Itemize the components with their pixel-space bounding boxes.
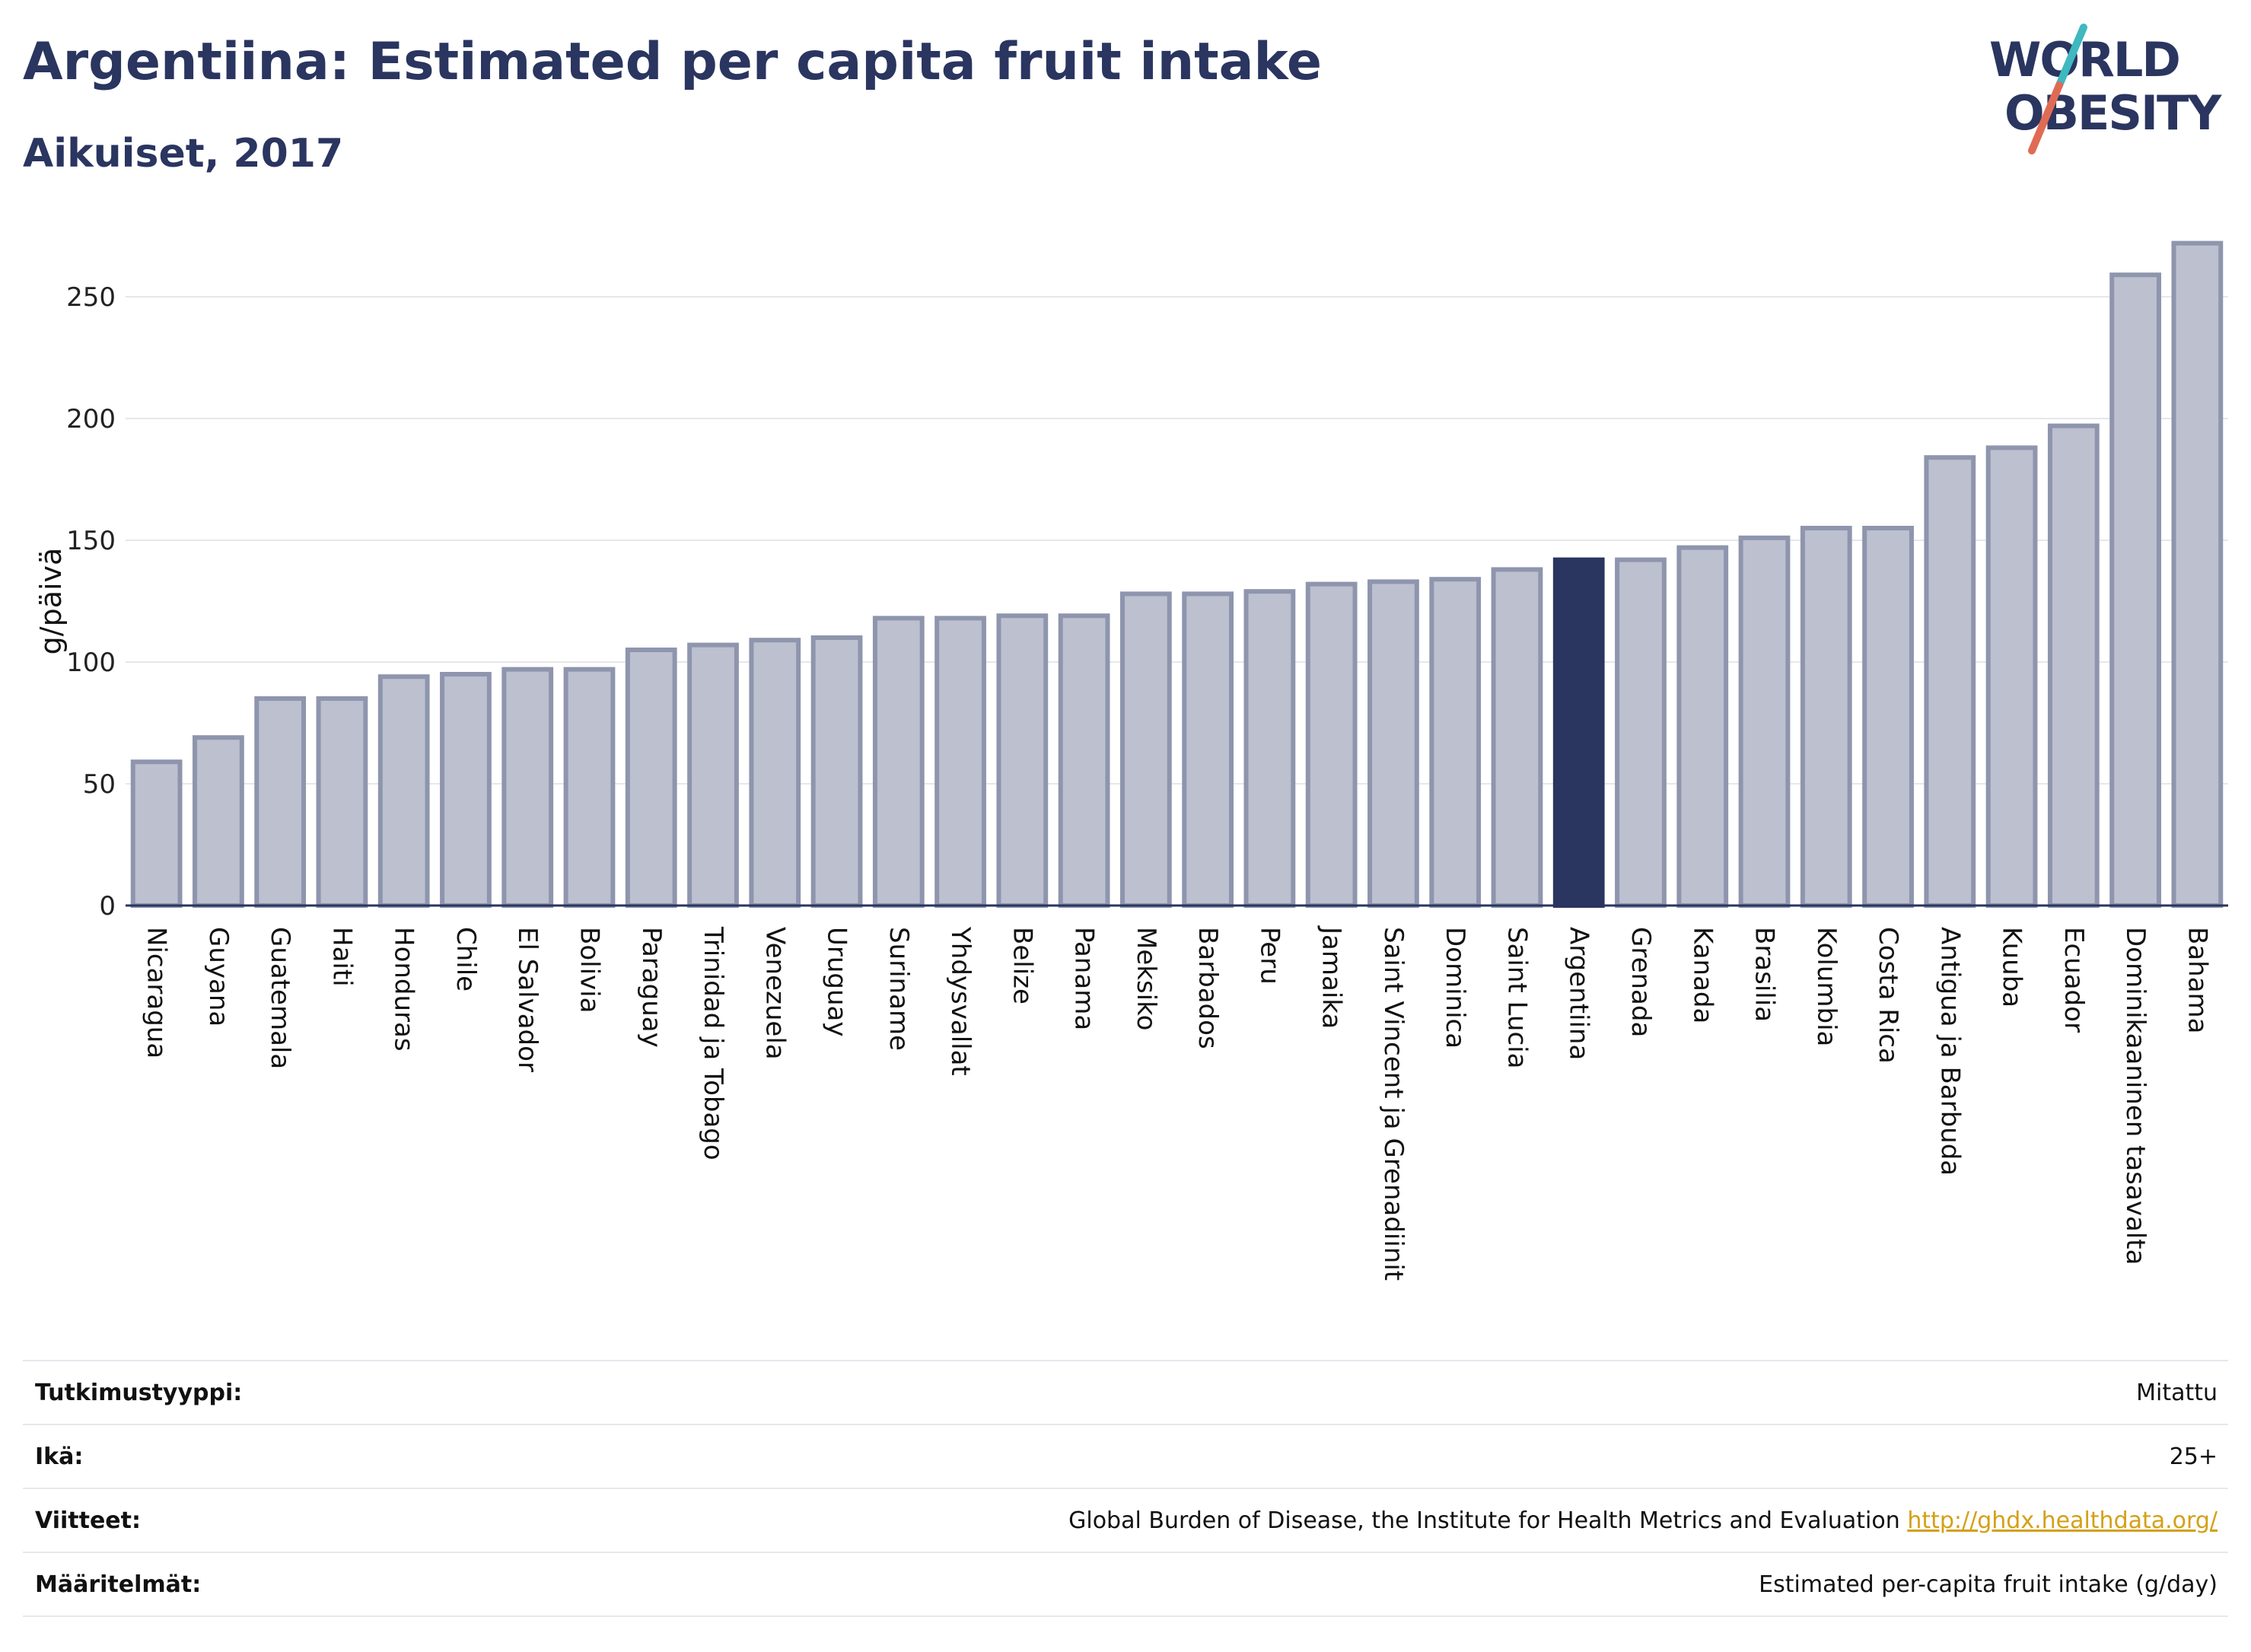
x-tick-label: Saint Vincent ja Grenadiinit	[1378, 927, 1409, 1281]
x-tick-label: Argentiina	[1564, 927, 1594, 1060]
bar	[440, 672, 492, 908]
y-tick-label: 150	[66, 526, 116, 556]
bar	[1305, 581, 1358, 908]
x-tick-label: Guyana	[203, 927, 234, 1027]
x-tick-label: Kanada	[1687, 927, 1718, 1023]
y-tick-label: 0	[99, 891, 116, 921]
logo-slash-teal	[2055, 24, 2087, 89]
bar	[1985, 445, 2038, 908]
x-tick-label: Paraguay	[636, 927, 667, 1048]
x-tick-label: Brasilia	[1750, 927, 1780, 1022]
x-tick-label: Nicaragua	[142, 927, 172, 1058]
x-tick-label: Dominica	[1440, 927, 1470, 1049]
bar	[1058, 613, 1110, 908]
info-label: Määritelmät:	[35, 1571, 202, 1598]
y-tick-label: 100	[66, 648, 116, 678]
x-tick-label: Meksiko	[1131, 927, 1161, 1030]
x-tick-label: Guatemala	[265, 927, 295, 1069]
bar	[1367, 579, 1419, 909]
info-row-references: Viitteet: Global Burden of Disease, the …	[23, 1488, 2228, 1552]
info-row-definitions: Määritelmät: Estimated per-capita fruit …	[23, 1552, 2228, 1617]
bar	[687, 642, 739, 908]
info-table: Tutkimustyyppi: Mitattu Ikä: 25+ Viittee…	[23, 1360, 2228, 1617]
y-axis-label: g/päivä	[34, 548, 68, 655]
x-tick-label: Yhdysvallat	[945, 926, 976, 1076]
x-tick-label: El Salvador	[512, 927, 543, 1072]
reference-text: Global Burden of Disease, the Institute …	[1068, 1507, 1900, 1534]
y-tick-label: 50	[83, 769, 116, 800]
bar	[1800, 526, 1852, 908]
bar	[377, 674, 430, 908]
bar-chart: 0 50 100 150 200 250 g/päivä Nicaragua Guyana Gua…	[34, 240, 2228, 1281]
page-title: Argentiina: Estimated per capita fruit i…	[23, 32, 1323, 92]
bar	[1243, 589, 1296, 908]
bar	[934, 616, 986, 909]
x-tick-label: Panama	[1069, 927, 1100, 1030]
bar	[2109, 272, 2161, 908]
x-tick-label: Barbados	[1192, 927, 1223, 1049]
info-label: Viitteet:	[35, 1507, 141, 1534]
x-tick-label: Kuuba	[1997, 927, 2027, 1007]
x-tick-label: Jamaika	[1317, 925, 1347, 1029]
page-subtitle: Aikuiset, 2017	[23, 131, 344, 177]
x-tick-label: Haiti	[326, 927, 357, 987]
bar	[193, 735, 244, 909]
x-tick-label: Grenada	[1625, 927, 1656, 1037]
bar	[1676, 545, 1729, 908]
x-tick-label: Belize	[1007, 927, 1037, 1004]
bar	[316, 696, 368, 908]
bar	[1182, 591, 1234, 909]
x-tick-label: Peru	[1254, 927, 1285, 985]
info-value: Global Burden of Disease, the Institute …	[1068, 1507, 2228, 1534]
y-tick-label: 200	[66, 404, 116, 434]
y-tick-label: 250	[66, 282, 116, 313]
x-tick-label: Trinidad ja Tobago	[698, 926, 728, 1160]
x-tick-label: Ecuador	[2058, 927, 2089, 1033]
bar	[501, 667, 554, 908]
x-tick-label: Honduras	[389, 927, 419, 1052]
info-value: Mitattu	[2136, 1379, 2218, 1406]
logo-line1: WORLD	[1989, 32, 2179, 88]
bar	[996, 613, 1049, 908]
x-tick-label: Suriname	[884, 927, 914, 1051]
x-tick-label: Chile	[451, 927, 481, 992]
info-row-study-type: Tutkimustyyppi: Mitattu	[23, 1360, 2228, 1424]
logo-slash-coral	[2028, 81, 2063, 154]
x-tick-label: Venezuela	[759, 927, 790, 1060]
x-tick-label: Bolivia	[574, 927, 604, 1013]
world-obesity-logo: WORLD OBESITY	[1989, 24, 2224, 154]
info-value: 25+	[2169, 1443, 2218, 1470]
bar	[1552, 557, 1605, 908]
bar	[2047, 423, 2100, 908]
bar	[130, 759, 183, 909]
x-tick-label: Antigua ja Barbuda	[1934, 927, 1965, 1176]
x-tick-label: Dominikaaninen tasavalta	[2120, 927, 2151, 1265]
info-value: Estimated per-capita fruit intake (g/day…	[1759, 1571, 2218, 1598]
reference-link[interactable]: http://ghdx.healthdata.org/	[1907, 1507, 2218, 1534]
bar	[254, 696, 307, 908]
bar	[1924, 455, 1976, 908]
bar	[1491, 567, 1543, 909]
bar	[810, 635, 863, 908]
bar	[749, 638, 801, 908]
info-label: Ikä:	[35, 1443, 84, 1470]
x-tick-label: Bahama	[2182, 927, 2212, 1034]
bar	[1862, 526, 1914, 908]
x-tick-label: Kolumbia	[1811, 927, 1842, 1046]
x-tick-label: Costa Rica	[1873, 927, 1903, 1064]
bar	[1119, 591, 1172, 909]
info-label: Tutkimustyyppi:	[35, 1379, 243, 1406]
info-row-age: Ikä: 25+	[23, 1424, 2228, 1488]
bar	[1615, 557, 1667, 908]
bar	[2171, 240, 2224, 909]
x-tick-label: Saint Lucia	[1501, 927, 1532, 1068]
bar	[1429, 577, 1482, 908]
bar	[625, 648, 677, 908]
bar	[872, 616, 925, 909]
bar	[563, 667, 616, 908]
x-tick-label: Uruguay	[822, 927, 852, 1037]
bar	[1738, 535, 1791, 908]
